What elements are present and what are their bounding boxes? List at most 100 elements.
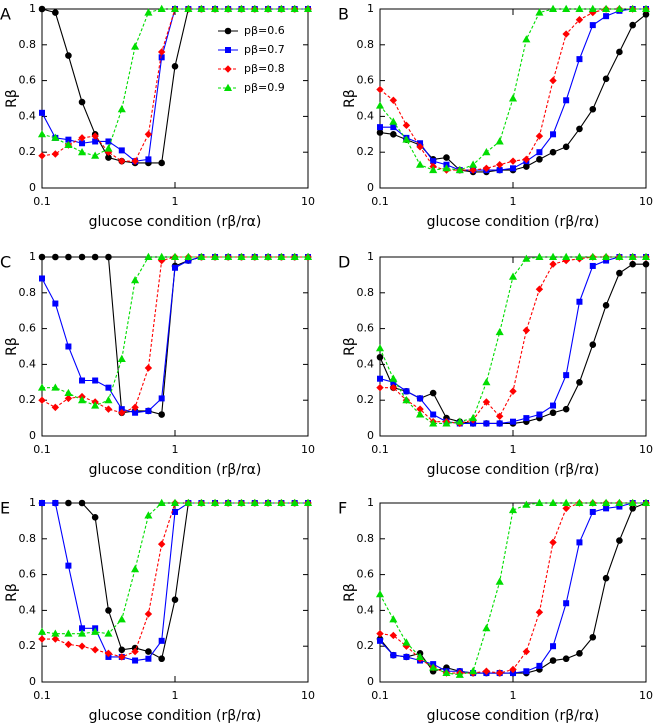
marker bbox=[144, 364, 153, 372]
marker bbox=[588, 252, 597, 260]
marker bbox=[303, 252, 313, 260]
y-tick-label: 0.4 bbox=[19, 603, 37, 616]
legend-marker bbox=[224, 27, 232, 35]
marker bbox=[588, 498, 597, 506]
marker bbox=[576, 125, 583, 133]
marker bbox=[376, 85, 384, 94]
y-tick-label: 0 bbox=[29, 675, 36, 688]
marker bbox=[290, 252, 299, 260]
marker bbox=[535, 252, 544, 260]
x-axis-label: glucose condition (rβ/rα) bbox=[89, 462, 262, 478]
marker bbox=[64, 394, 73, 403]
marker bbox=[535, 498, 544, 506]
y-tick-label: 0.8 bbox=[19, 38, 37, 51]
marker bbox=[563, 372, 570, 379]
marker bbox=[589, 508, 596, 515]
marker bbox=[264, 252, 273, 260]
marker bbox=[402, 638, 411, 646]
marker bbox=[482, 398, 491, 406]
marker bbox=[628, 4, 637, 12]
marker bbox=[51, 383, 60, 391]
legend-label: pβ=0.9 bbox=[244, 81, 285, 94]
x-tick-label: 0.1 bbox=[371, 443, 389, 456]
marker bbox=[158, 655, 165, 663]
series-line bbox=[379, 502, 646, 674]
y-tick-label: 1 bbox=[29, 2, 36, 15]
marker bbox=[403, 388, 410, 395]
marker bbox=[51, 150, 60, 158]
marker bbox=[576, 650, 583, 657]
y-tick-label: 0.2 bbox=[357, 145, 375, 158]
marker bbox=[377, 637, 383, 644]
marker bbox=[589, 262, 596, 269]
marker bbox=[38, 5, 46, 13]
marker bbox=[157, 498, 166, 506]
y-axis-label: Rβ bbox=[342, 89, 358, 108]
marker bbox=[469, 667, 478, 675]
marker bbox=[37, 383, 47, 391]
y-tick-label: 1 bbox=[367, 250, 374, 263]
marker bbox=[250, 4, 259, 12]
marker bbox=[510, 418, 516, 425]
marker bbox=[64, 640, 73, 649]
x-tick-label: 1 bbox=[510, 443, 517, 456]
marker bbox=[64, 629, 73, 637]
marker bbox=[375, 344, 385, 352]
marker bbox=[303, 4, 313, 12]
marker bbox=[237, 252, 246, 260]
y-tick-label: 0.8 bbox=[19, 286, 37, 299]
marker bbox=[403, 653, 410, 660]
marker bbox=[184, 4, 193, 12]
marker bbox=[429, 419, 438, 427]
marker bbox=[77, 147, 87, 156]
x-tick-label: 10 bbox=[639, 195, 653, 208]
marker bbox=[158, 395, 165, 402]
marker bbox=[495, 327, 504, 336]
marker bbox=[390, 131, 397, 138]
marker bbox=[522, 500, 531, 508]
marker bbox=[51, 635, 60, 643]
marker bbox=[562, 4, 571, 12]
x-tick-label: 0.1 bbox=[371, 689, 389, 702]
marker bbox=[509, 387, 517, 395]
series-line bbox=[42, 502, 308, 662]
legend-marker bbox=[223, 83, 233, 91]
marker bbox=[157, 4, 166, 12]
marker bbox=[455, 165, 464, 174]
marker bbox=[51, 629, 60, 637]
marker bbox=[416, 143, 424, 151]
marker bbox=[377, 124, 383, 131]
marker bbox=[535, 8, 544, 16]
marker bbox=[589, 105, 597, 113]
marker bbox=[224, 498, 233, 506]
x-tick-label: 1 bbox=[172, 195, 179, 208]
marker bbox=[549, 148, 557, 156]
marker bbox=[389, 96, 398, 104]
marker bbox=[389, 374, 398, 382]
marker bbox=[375, 101, 385, 109]
x-tick-label: 0.1 bbox=[33, 195, 51, 208]
marker bbox=[197, 252, 206, 260]
y-tick-label: 0 bbox=[367, 675, 374, 688]
marker bbox=[415, 652, 425, 660]
plot-frame bbox=[41, 256, 309, 437]
marker bbox=[575, 16, 584, 24]
x-axis-label: glucose condition (rβ/rα) bbox=[427, 462, 600, 478]
marker bbox=[482, 147, 491, 156]
series-line bbox=[379, 502, 647, 674]
marker bbox=[144, 610, 153, 618]
y-tick-label: 0.6 bbox=[357, 322, 375, 335]
marker bbox=[616, 48, 623, 56]
marker bbox=[550, 643, 557, 650]
y-tick-label: 0 bbox=[29, 181, 36, 194]
marker bbox=[131, 157, 139, 165]
marker bbox=[616, 537, 623, 544]
marker bbox=[576, 539, 583, 546]
x-tick-label: 0.1 bbox=[371, 195, 389, 208]
marker bbox=[131, 565, 140, 573]
marker bbox=[535, 285, 544, 293]
marker bbox=[79, 377, 86, 384]
marker bbox=[429, 389, 437, 397]
y-tick-label: 0.2 bbox=[357, 639, 375, 652]
